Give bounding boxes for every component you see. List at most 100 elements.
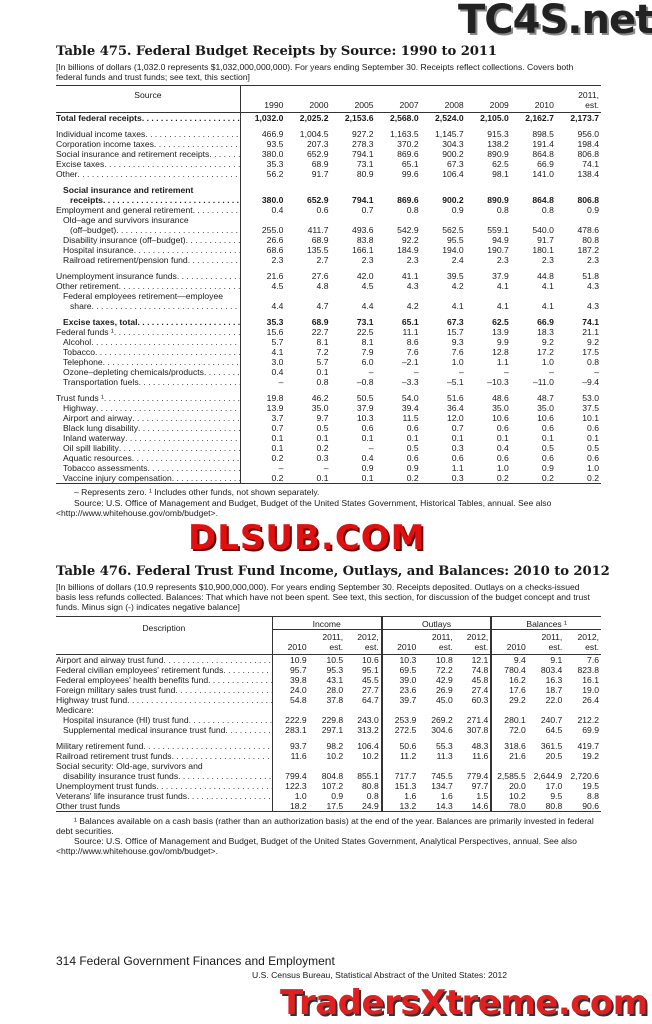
cell-value	[330, 185, 375, 195]
cell-value: 1.0	[496, 463, 509, 474]
cell-value	[330, 215, 375, 225]
cell-value: 2,105.0	[480, 113, 509, 124]
table-row: Total federal receipts 1,032.0 2,025.2 2,15…	[56, 112, 601, 124]
cell-value: 0.8	[316, 377, 329, 388]
table-row: Telephone 3.0 5.7 6.0 –2.1 1.0 1.1 1.0 0.8	[56, 357, 601, 368]
row-label: Vaccine injury compensation	[56, 473, 240, 484]
cell-value: 44.8	[537, 271, 554, 282]
cell-value: 8.8	[587, 790, 599, 801]
row-label: share	[56, 301, 240, 311]
table-row: Other trust funds 18.2 17.5 24.9 13.2 14.3 14.…	[56, 800, 601, 812]
cell-value	[528, 761, 565, 771]
cell-value: 21.6	[239, 271, 286, 282]
row-label-text: Social insurance and retirement	[63, 185, 194, 196]
cell-value: 198.4	[577, 139, 599, 150]
cell-value: 0.6	[361, 423, 374, 434]
watermark-logo-middle: DLSUB.COM	[188, 518, 426, 559]
cell-value: 93.5	[239, 139, 286, 150]
cell-value	[466, 215, 511, 225]
cell-value: 1,004.5	[299, 129, 329, 140]
row-label: Foreign military sales trust fund	[56, 685, 272, 695]
row-label: Unemployment trust funds	[56, 781, 272, 791]
cell-value: 11.2	[380, 750, 419, 761]
row-label: Corporation income taxes	[56, 139, 240, 149]
cell-value: 2,162.7	[525, 113, 554, 124]
cell-value: 652.9	[306, 195, 329, 206]
cell-value: 0.7	[361, 205, 374, 216]
cell-value: 194.0	[442, 245, 464, 256]
cell-value: 10.6	[492, 413, 509, 424]
cell-value	[564, 705, 601, 715]
cell-value: 0.1	[316, 367, 329, 378]
cell-value: 0.9	[451, 205, 464, 216]
cell-value: –	[368, 443, 374, 454]
row-label: Excise taxes	[56, 159, 240, 169]
cell-value: 229.8	[321, 714, 344, 725]
row-label-text: Ozone–depleting chemicals/products	[63, 367, 204, 377]
cell-value: 141.0	[532, 169, 554, 180]
cell-value: 0.2	[406, 473, 419, 484]
cell-value: 1.0	[587, 463, 599, 474]
cell-value: 16.3	[545, 674, 563, 685]
cell-value: 297.1	[321, 724, 344, 735]
row-label: Railroad retirement trust funds	[56, 751, 272, 761]
cell-value: –10.3	[487, 377, 509, 388]
cell-value: 806.8	[577, 195, 599, 206]
cell-value: 10.9	[271, 654, 309, 665]
row-label: Ozone–depleting chemicals/products	[56, 367, 240, 377]
cell-value: 26.6	[239, 235, 286, 246]
cell-value: 2,025.2	[299, 113, 329, 124]
cell-value: 27.4	[471, 684, 489, 695]
cell-value: 0.6	[587, 453, 599, 464]
cell-value: 95.7	[271, 664, 309, 675]
cell-value: 0.4	[239, 367, 286, 378]
cell-value: –	[368, 367, 374, 378]
cell-value: 94.9	[492, 235, 509, 246]
cell-value: 80.9	[356, 169, 374, 180]
row-label: Supplemental medical insurance trust fun…	[56, 725, 272, 735]
cell-value: 10.2	[490, 790, 528, 801]
cell-value	[380, 760, 419, 771]
column-header: 2000	[285, 85, 331, 114]
cell-value: 9.9	[496, 337, 509, 348]
cell-value: 559.1	[487, 225, 509, 236]
row-label-text: Corporation income taxes	[56, 139, 154, 149]
cell-value: 0.9	[406, 463, 419, 474]
row-label-text: Highway	[63, 403, 96, 413]
cell-value: 4.2	[451, 281, 464, 292]
cell-value: 72.2	[436, 664, 453, 675]
cell-value: 37.5	[582, 403, 599, 414]
cell-value: 304.6	[431, 724, 453, 735]
cell-value: –11.0	[533, 377, 554, 388]
cell-value: 12.1	[471, 654, 489, 665]
cell-value: 380.0	[239, 195, 286, 206]
cell-value: 207.3	[306, 139, 329, 150]
table-row: receipts 380.0 652.9 794.1 869.6 900.2 890.9 86…	[56, 195, 601, 206]
row-label: Railroad retirement/pension fund	[56, 255, 240, 265]
cell-value: 43.1	[326, 674, 344, 685]
cell-value: 864.8	[532, 149, 554, 160]
cell-value	[564, 761, 601, 771]
row-label-text: Hospital insurance (HI) trust fund	[63, 715, 189, 725]
column-header: 1990	[239, 85, 286, 114]
row-label: Transportation fuels	[56, 377, 240, 387]
cell-value: 22.5	[356, 327, 374, 338]
cell-value: 0.7	[451, 423, 464, 434]
cell-value	[556, 291, 601, 301]
column-header: 2012, est.	[345, 629, 382, 655]
cell-value	[556, 185, 601, 195]
row-label-text: Telephone	[63, 357, 103, 367]
watermark-logo-bottom: TradersXtreme.com	[280, 983, 648, 1023]
row-label: Federal civilian employees' retirement f…	[56, 665, 272, 675]
cell-value: 20.0	[490, 780, 528, 791]
cell-value: 18.3	[537, 327, 554, 338]
cell-value: 10.3	[356, 413, 374, 424]
cell-value: 50.6	[380, 740, 419, 751]
cell-value: 166.1	[352, 245, 374, 256]
cell-value: 4.7	[316, 301, 329, 312]
cell-value: 20.5	[545, 750, 563, 761]
cell-value: 9.2	[541, 337, 554, 348]
cell-value: 806.8	[577, 149, 599, 160]
table-row: Railroad retirement trust funds11.610.21…	[56, 750, 601, 761]
cell-value: 9.2	[587, 337, 599, 348]
